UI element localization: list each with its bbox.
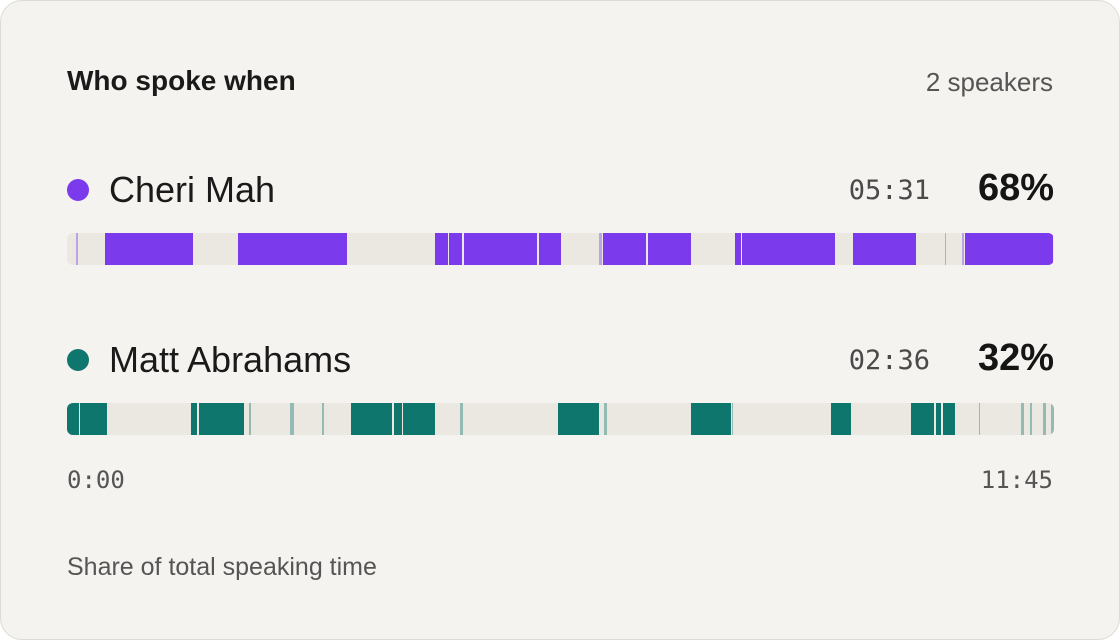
speaking-segment: [76, 233, 79, 265]
speaking-segment: [942, 403, 956, 435]
speaking-segment: [199, 403, 244, 435]
speaking-segment: [944, 233, 947, 265]
speaker-row-matt-abrahams: Matt Abrahams 02:36 32%: [67, 337, 1054, 381]
speaker-duration: 02:36: [848, 345, 930, 376]
speaking-segment: [647, 233, 692, 265]
speaking-segment: [910, 403, 935, 435]
speaking-segment: [104, 233, 193, 265]
speaking-segment: [434, 233, 448, 265]
speaker-count: 2 speakers: [925, 67, 1053, 97]
speaking-segment: [67, 403, 80, 435]
speaking-segment: [460, 403, 464, 435]
speaking-segment: [351, 403, 393, 435]
speaking-segment: [394, 403, 402, 435]
speaker-name: Cheri Mah: [109, 169, 276, 210]
speaking-segment: [742, 233, 836, 265]
speaker-color-dot: [67, 179, 89, 201]
speaker-percent: 32%: [977, 337, 1054, 379]
speaking-segment: [449, 233, 462, 265]
speaking-segment: [831, 403, 851, 435]
speaker-duration: 05:31: [848, 175, 930, 206]
speaking-segment: [557, 403, 600, 435]
speaker-color-dot: [67, 349, 89, 371]
footnote: Share of total speaking time: [67, 553, 377, 581]
speaker-percent: 68%: [977, 167, 1054, 209]
speaking-segment: [1050, 403, 1054, 435]
speaking-segment: [1029, 403, 1032, 435]
speaking-segment: [965, 233, 1053, 265]
speaking-segment: [691, 403, 731, 435]
speaking-segment: [602, 233, 647, 265]
speaking-segment: [322, 403, 324, 435]
speaker-timeline-track[interactable]: [67, 403, 1054, 435]
timeline-end-label: 11:45: [980, 466, 1053, 494]
speaking-segment: [80, 403, 107, 435]
speaking-segment: [1021, 403, 1024, 435]
speaking-segment: [599, 233, 602, 265]
speaking-segment: [731, 403, 734, 435]
speaking-segment: [853, 233, 916, 265]
speaking-segment: [249, 403, 251, 435]
speaker-name: Matt Abrahams: [109, 339, 352, 380]
speaking-segment: [962, 233, 964, 265]
speaking-segment: [1043, 403, 1047, 435]
speaking-segment: [238, 233, 347, 265]
speaking-segment: [735, 233, 742, 265]
speaking-segment: [464, 233, 537, 265]
speaking-segment: [604, 403, 608, 435]
card-title: Who spoke when: [67, 65, 296, 96]
speaking-segment: [978, 403, 981, 435]
speaker-row-cheri-mah: Cheri Mah 05:31 68%: [67, 167, 1054, 211]
speaking-segment: [403, 403, 435, 435]
speaker-timeline-track[interactable]: [67, 233, 1054, 265]
speaking-segment: [935, 403, 942, 435]
speaking-segment: [191, 403, 198, 435]
timeline-start-label: 0:00: [67, 466, 125, 494]
speaking-segment: [538, 233, 561, 265]
speaking-segment: [289, 403, 294, 435]
